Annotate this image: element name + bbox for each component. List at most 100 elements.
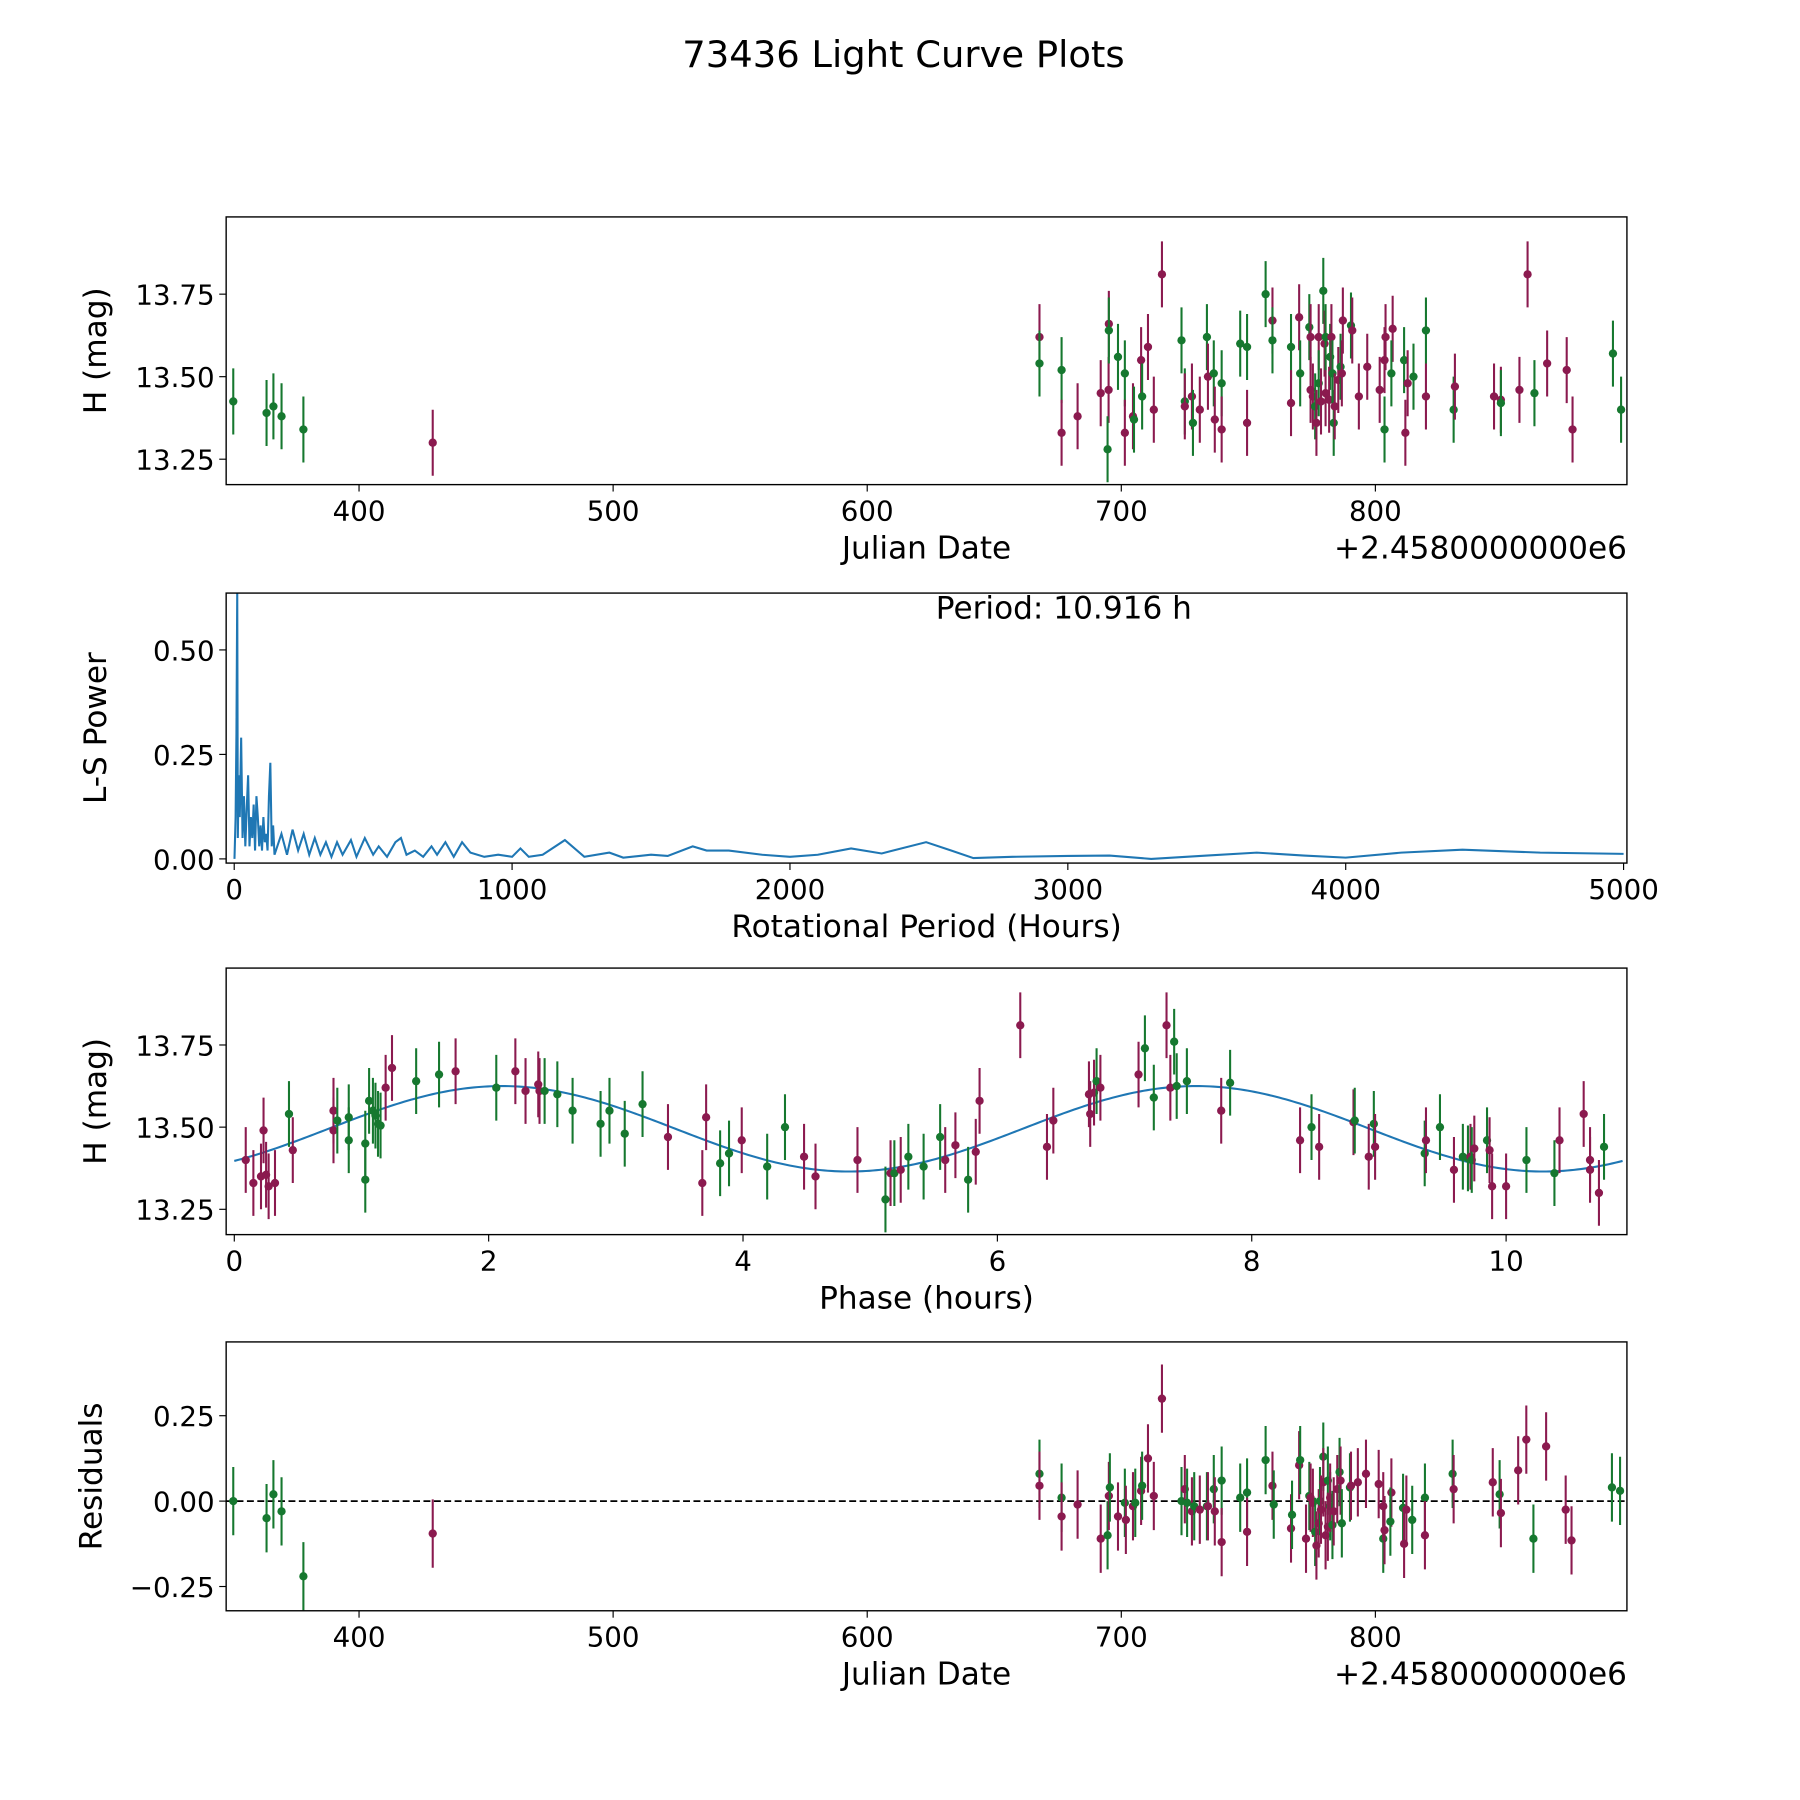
data-marker (1350, 1116, 1359, 1125)
data-marker (1399, 356, 1409, 365)
data-point (1195, 1475, 1204, 1544)
data-point (1421, 363, 1431, 430)
data-marker (1225, 1078, 1235, 1087)
data-point (299, 396, 308, 463)
data-point (1402, 1475, 1411, 1544)
data-marker (1594, 1188, 1604, 1198)
data-point (799, 1123, 809, 1190)
data-point (329, 1097, 338, 1164)
y-tick-label: 13.50 (135, 1112, 214, 1145)
data-marker (1217, 1476, 1226, 1485)
data-point (1522, 1405, 1531, 1474)
data-point (1567, 1506, 1576, 1575)
figure-title: 73436 Light Curve Plots (682, 33, 1124, 76)
data-point (1096, 1054, 1105, 1121)
data-point (1203, 1472, 1213, 1541)
data-point (1188, 389, 1198, 456)
data-marker (1172, 1081, 1181, 1091)
data-marker (1149, 1093, 1158, 1102)
data-point (1049, 1087, 1058, 1154)
x-tick-label: 4 (734, 1244, 752, 1277)
x-tick-label: 400 (333, 494, 386, 527)
data-point (1515, 356, 1524, 423)
data-point (1321, 304, 1330, 371)
data-point (1530, 360, 1539, 427)
data-marker (451, 1067, 460, 1076)
data-marker (1374, 1479, 1383, 1489)
data-point (1374, 1449, 1383, 1519)
data-marker (1567, 1536, 1576, 1545)
data-marker (1268, 1481, 1277, 1490)
data-marker (1370, 1142, 1380, 1152)
data-point (1287, 1480, 1297, 1549)
x-tick-label: 2000 (755, 873, 825, 906)
data-marker (1388, 324, 1397, 333)
data-marker (1113, 1512, 1123, 1521)
data-marker (1136, 356, 1146, 365)
data-point (1386, 1487, 1395, 1556)
data-marker (1121, 1515, 1131, 1525)
data-point (1182, 1468, 1192, 1537)
data-point (737, 1107, 746, 1174)
data-marker (1092, 1076, 1101, 1086)
data-marker (1236, 1493, 1245, 1502)
data-point (1585, 1137, 1595, 1203)
x-tick-label: 2 (480, 1244, 498, 1277)
data-marker (1449, 1165, 1459, 1175)
data-point (1420, 1501, 1430, 1570)
data-point (1121, 1485, 1131, 1555)
data-marker (1035, 359, 1044, 368)
data-point (259, 1097, 268, 1164)
data-marker (1217, 379, 1226, 388)
data-point (1177, 307, 1186, 374)
data-point (229, 1466, 238, 1536)
data-marker (241, 1155, 250, 1165)
data-point (1217, 1077, 1226, 1144)
data-point (1057, 399, 1066, 466)
data-marker (1541, 1442, 1551, 1451)
data-marker (288, 1145, 297, 1155)
x-tick-label: 500 (587, 494, 640, 527)
data-point (1562, 337, 1571, 404)
data-point (1042, 1113, 1052, 1180)
data-point (1236, 1463, 1245, 1532)
data-point (428, 1499, 437, 1568)
data-marker (951, 1141, 960, 1150)
data-marker (763, 1162, 772, 1171)
data-marker (229, 397, 238, 406)
data-point (1035, 330, 1044, 397)
data-marker (896, 1165, 905, 1175)
data-marker (1421, 326, 1431, 335)
data-point (1149, 1064, 1158, 1131)
data-point (264, 1153, 273, 1220)
data-point (344, 1107, 353, 1174)
data-marker (1555, 1136, 1564, 1145)
data-point (1296, 1425, 1305, 1495)
panel-ls: 0 1000 2000 3000 4000 5000 0.00 0.25 0.50 Rotatio… (78, 590, 1659, 944)
data-marker (1608, 349, 1618, 358)
data-point (1387, 340, 1396, 407)
data-marker (1209, 369, 1218, 378)
data-marker (941, 1155, 950, 1165)
data-point (1363, 333, 1372, 400)
y-tick-label: 0.00 (153, 843, 215, 876)
data-marker (1319, 286, 1328, 296)
data-marker (1495, 1490, 1504, 1499)
data-marker (1096, 1534, 1105, 1543)
data-marker (1616, 405, 1626, 414)
axes-frame (225, 592, 1628, 864)
data-point (1269, 1470, 1278, 1539)
data-marker (412, 1076, 421, 1086)
data-marker (724, 1149, 734, 1158)
data-point (698, 1150, 707, 1216)
data-point (896, 1137, 905, 1203)
data-point (381, 1054, 390, 1121)
data-point (1450, 353, 1460, 420)
data-marker (1104, 326, 1113, 335)
y-tick-label: 13.25 (135, 1194, 214, 1227)
data-point (1522, 1127, 1531, 1193)
data-point (1301, 1504, 1311, 1573)
y-axis-label: Residuals (74, 1402, 110, 1550)
data-marker (1149, 405, 1158, 414)
data-marker (1496, 398, 1506, 408)
